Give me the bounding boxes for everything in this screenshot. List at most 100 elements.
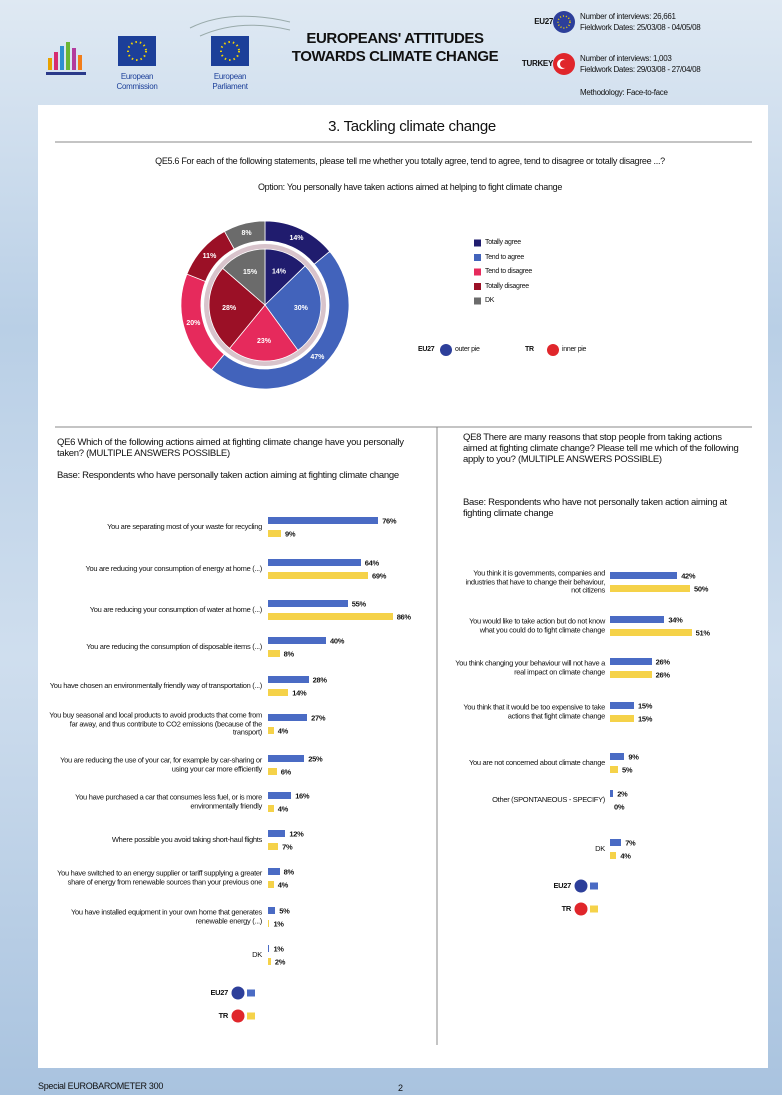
value-label: 28% [313,675,327,684]
value-label: 7% [282,842,292,851]
legend-label: Tend to agree [485,253,524,263]
bar [610,766,618,773]
question: QE5.6 For each of the following statemen… [45,156,775,166]
slice-label: 15% [243,269,258,276]
value-label: 1% [273,919,283,928]
category-label: You think that it would be too expensive… [455,704,605,721]
page: 14%47%20%11%8%14%30%23%28%15% European C… [0,0,782,1095]
ep-flag [211,36,249,66]
category-label: You are reducing your consumption of wat… [47,606,262,615]
legend-label: DK [485,296,494,306]
legend-swatch [474,269,481,276]
survey-name: TURKEY [505,59,553,69]
slice-label: 14% [272,269,287,276]
bar [268,881,274,888]
bar [610,629,692,636]
legend-flag [575,903,588,916]
page-number: 2 [398,1083,403,1093]
value-label: 86% [397,612,411,621]
question-option: Option: You personally have taken action… [45,182,775,192]
category-label: You have switched to an energy supplier … [47,870,262,887]
legend-series: TR [551,904,571,914]
question: QE8 There are many reasons that stop peo… [463,432,748,465]
doc-title: EUROPEANS' ATTITUDES TOWARDS CLIMATE CHA… [285,30,505,66]
legend-swatch [247,1013,255,1020]
bar [268,843,278,850]
bar [268,572,368,579]
survey-dates: Fieldwork Dates: 25/03/08 - 04/05/08 [580,23,700,33]
survey-name: EU27 [515,17,553,27]
slice-label: 30% [294,305,309,312]
value-label: 76% [382,516,396,525]
category-label: You buy seasonal and local products to a… [47,711,262,737]
slice-label: 23% [257,338,272,345]
category-label: Other (SPONTANEOUS - SPECIFY) [455,796,605,805]
category-label: You have installed equipment in your own… [47,909,262,926]
category-label: DK [455,845,605,854]
value-label: 4% [278,880,288,889]
value-label: 14% [292,688,306,697]
bar [268,559,361,566]
value-label: 4% [278,726,288,735]
category-label: You are reducing the use of your car, fo… [47,757,262,774]
legend-ring: outer pie [455,345,480,355]
category-label: You have purchased a car that consumes l… [47,794,262,811]
value-label: 6% [281,767,291,776]
legend-label: Totally disagree [485,282,529,292]
legend-swatch [247,990,255,997]
slice-label: 8% [242,230,253,237]
bar [268,958,271,965]
slice-label: 47% [310,354,325,361]
question-base: Base: Respondents who have not personall… [463,497,748,519]
value-label: 15% [638,714,652,723]
ep-label: European Parliament [205,72,255,92]
category-label: You think it is governments, companies a… [455,569,605,595]
bar [268,768,277,775]
legend-flag [440,344,452,356]
bar [268,792,291,799]
bar [268,755,304,762]
legend-flag [547,344,559,356]
bar [610,658,652,665]
legend-series: TR [525,345,534,355]
category-label: You are reducing the consumption of disp… [47,643,262,652]
value-label: 55% [352,599,366,608]
value-label: 16% [295,791,309,800]
value-label: 25% [308,754,322,763]
slice-label: 20% [186,320,201,327]
value-label: 8% [284,867,294,876]
value-label: 42% [681,571,695,580]
bar [268,650,280,657]
bar [268,600,348,607]
bar [610,715,634,722]
bar [610,753,624,760]
value-label: 4% [620,851,630,860]
bar [268,830,285,837]
value-label: 34% [668,615,682,624]
value-label: 26% [656,657,670,666]
legend-series: EU27 [208,988,228,998]
legend-series: TR [208,1011,228,1021]
bar [268,945,269,952]
category-label: DK [47,951,262,960]
legend-swatch [474,254,481,261]
legend-swatch [590,883,598,890]
value-label: 40% [330,636,344,645]
bar [268,868,280,875]
category-label: Where possible you avoid taking short-ha… [47,836,262,845]
legend-series: EU27 [418,345,434,355]
legend-swatch [590,906,598,913]
value-label: 27% [311,713,325,722]
bar [268,530,281,537]
value-label: 5% [279,906,289,915]
value-label: 1% [273,944,283,953]
question: QE6 Which of the following actions aimed… [57,437,427,459]
category-label: You have chosen an environmentally frien… [47,682,262,691]
legend-ring: inner pie [562,345,586,355]
category-label: You would like to take action but do not… [455,618,605,635]
tr-crescent-cut [560,60,568,68]
legend-series: EU27 [551,881,571,891]
bar [268,920,269,927]
bar [268,907,275,914]
legend-label: Tend to disagree [485,267,532,277]
